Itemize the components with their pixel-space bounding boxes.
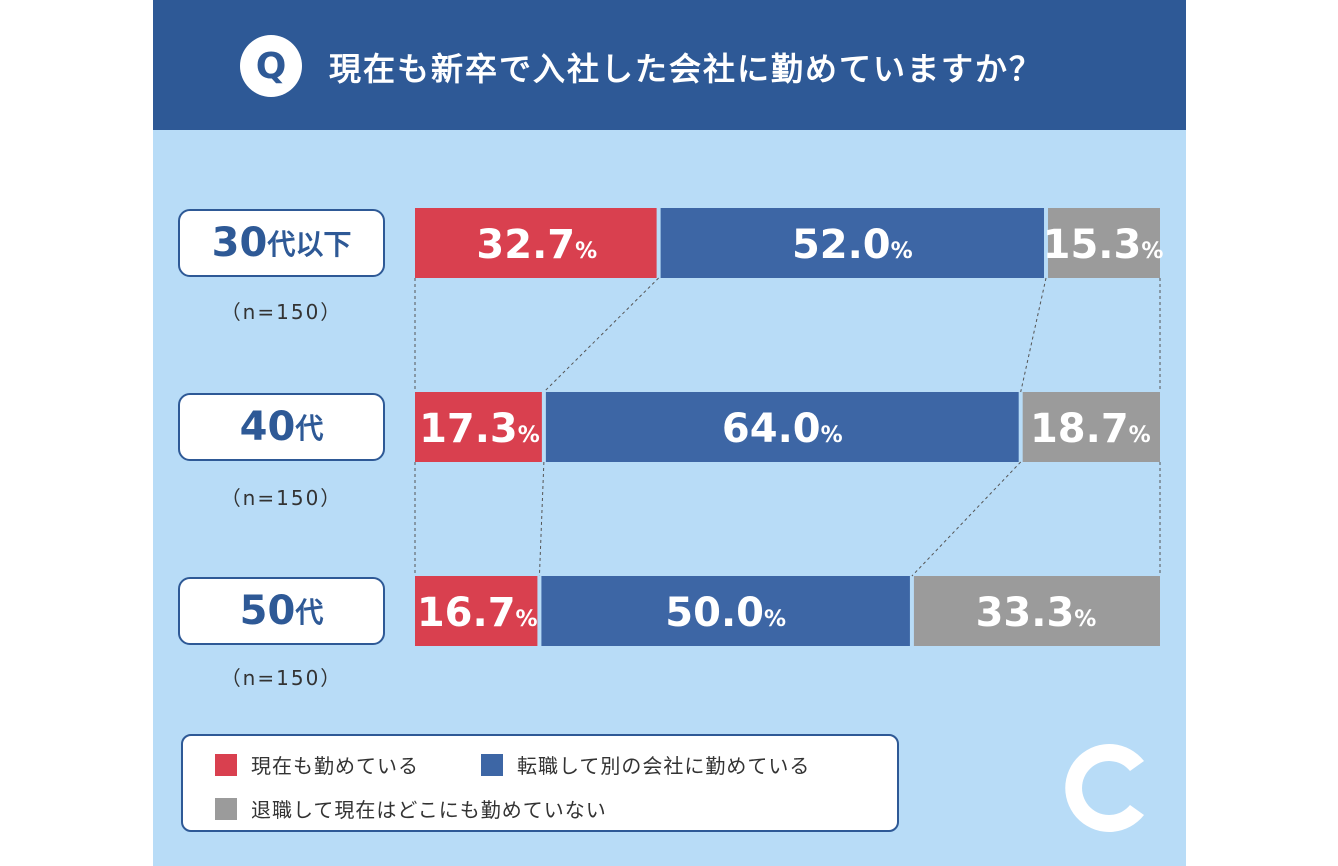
c-logo-icon: [1065, 744, 1144, 832]
question-title: 現在も新卒で入社した会社に勤めていますか？: [329, 50, 1044, 88]
chart-panel: Q 現在も新卒で入社した会社に勤めていますか？ 30 代以下 （n=150） 40…: [153, 0, 1186, 866]
legend-item-unemployed: 退職して現在はどこにも勤めていない: [215, 794, 607, 823]
bar-segment-changed: [545, 392, 1019, 462]
legend-label: 現在も勤めている: [251, 754, 419, 778]
data-label: 32.7%: [476, 222, 597, 268]
legend-label: 退職して現在はどこにも勤めていない: [251, 798, 607, 822]
data-label: 33.3%: [976, 590, 1097, 636]
data-label: 15.3%: [1043, 222, 1164, 268]
bar-segment-unemployed: [913, 576, 1160, 646]
data-label: 16.7%: [417, 590, 538, 636]
bar-segment-changed: [660, 208, 1045, 278]
data-label: 17.3%: [419, 406, 540, 452]
bar-segment-current: [415, 392, 542, 462]
legend-swatch-gray: [215, 797, 237, 820]
legend-swatch-red: [215, 753, 237, 776]
question-header: Q 現在も新卒で入社した会社に勤めていますか？: [153, 0, 1186, 130]
data-label: 52.0%: [792, 222, 913, 268]
group-num: 50: [239, 588, 296, 634]
legend-item-current: 現在も勤めている: [215, 750, 419, 779]
connector-line: [543, 277, 659, 393]
legend-item-changed: 転職して別の会社に勤めている: [481, 750, 810, 779]
group-suffix: 代以下: [267, 228, 352, 261]
stacked-bar-chart: 32.7% 52.0% 15.3% 17.3% 64.0% 18.7% 16.7% 50.0%…: [414, 208, 1164, 646]
sample-size-label: （n=150）: [220, 666, 343, 690]
bar-segment-current: [415, 576, 538, 646]
group-label-40s: 40 代: [178, 393, 385, 461]
group-num: 30: [211, 220, 268, 266]
bar-segment-current: [415, 208, 657, 278]
connector-line: [538, 461, 545, 577]
sample-size-label: （n=150）: [220, 300, 343, 324]
q-badge: Q: [240, 35, 302, 97]
sample-size-label: （n=150）: [220, 486, 343, 510]
group-num: 40: [239, 404, 296, 450]
data-label: 64.0%: [722, 406, 843, 452]
group-suffix: 代: [295, 596, 324, 629]
connector-line: [911, 461, 1022, 577]
bar-segment-changed: [541, 576, 910, 646]
legend-label: 転職して別の会社に勤めている: [517, 754, 811, 778]
group-suffix: 代: [295, 412, 324, 445]
group-label-30s: 30 代以下: [178, 209, 385, 277]
legend: 現在も勤めている 転職して別の会社に勤めている 退職して現在はどこにも勤めていな…: [181, 734, 899, 832]
data-label: 18.7%: [1030, 406, 1151, 452]
bar-segment-unemployed: [1048, 208, 1160, 278]
data-label: 50.0%: [665, 590, 786, 636]
legend-swatch-blue: [481, 753, 503, 776]
group-label-50s: 50 代: [178, 577, 385, 645]
bar-segment-unemployed: [1022, 392, 1160, 462]
connector-line: [1020, 277, 1047, 393]
